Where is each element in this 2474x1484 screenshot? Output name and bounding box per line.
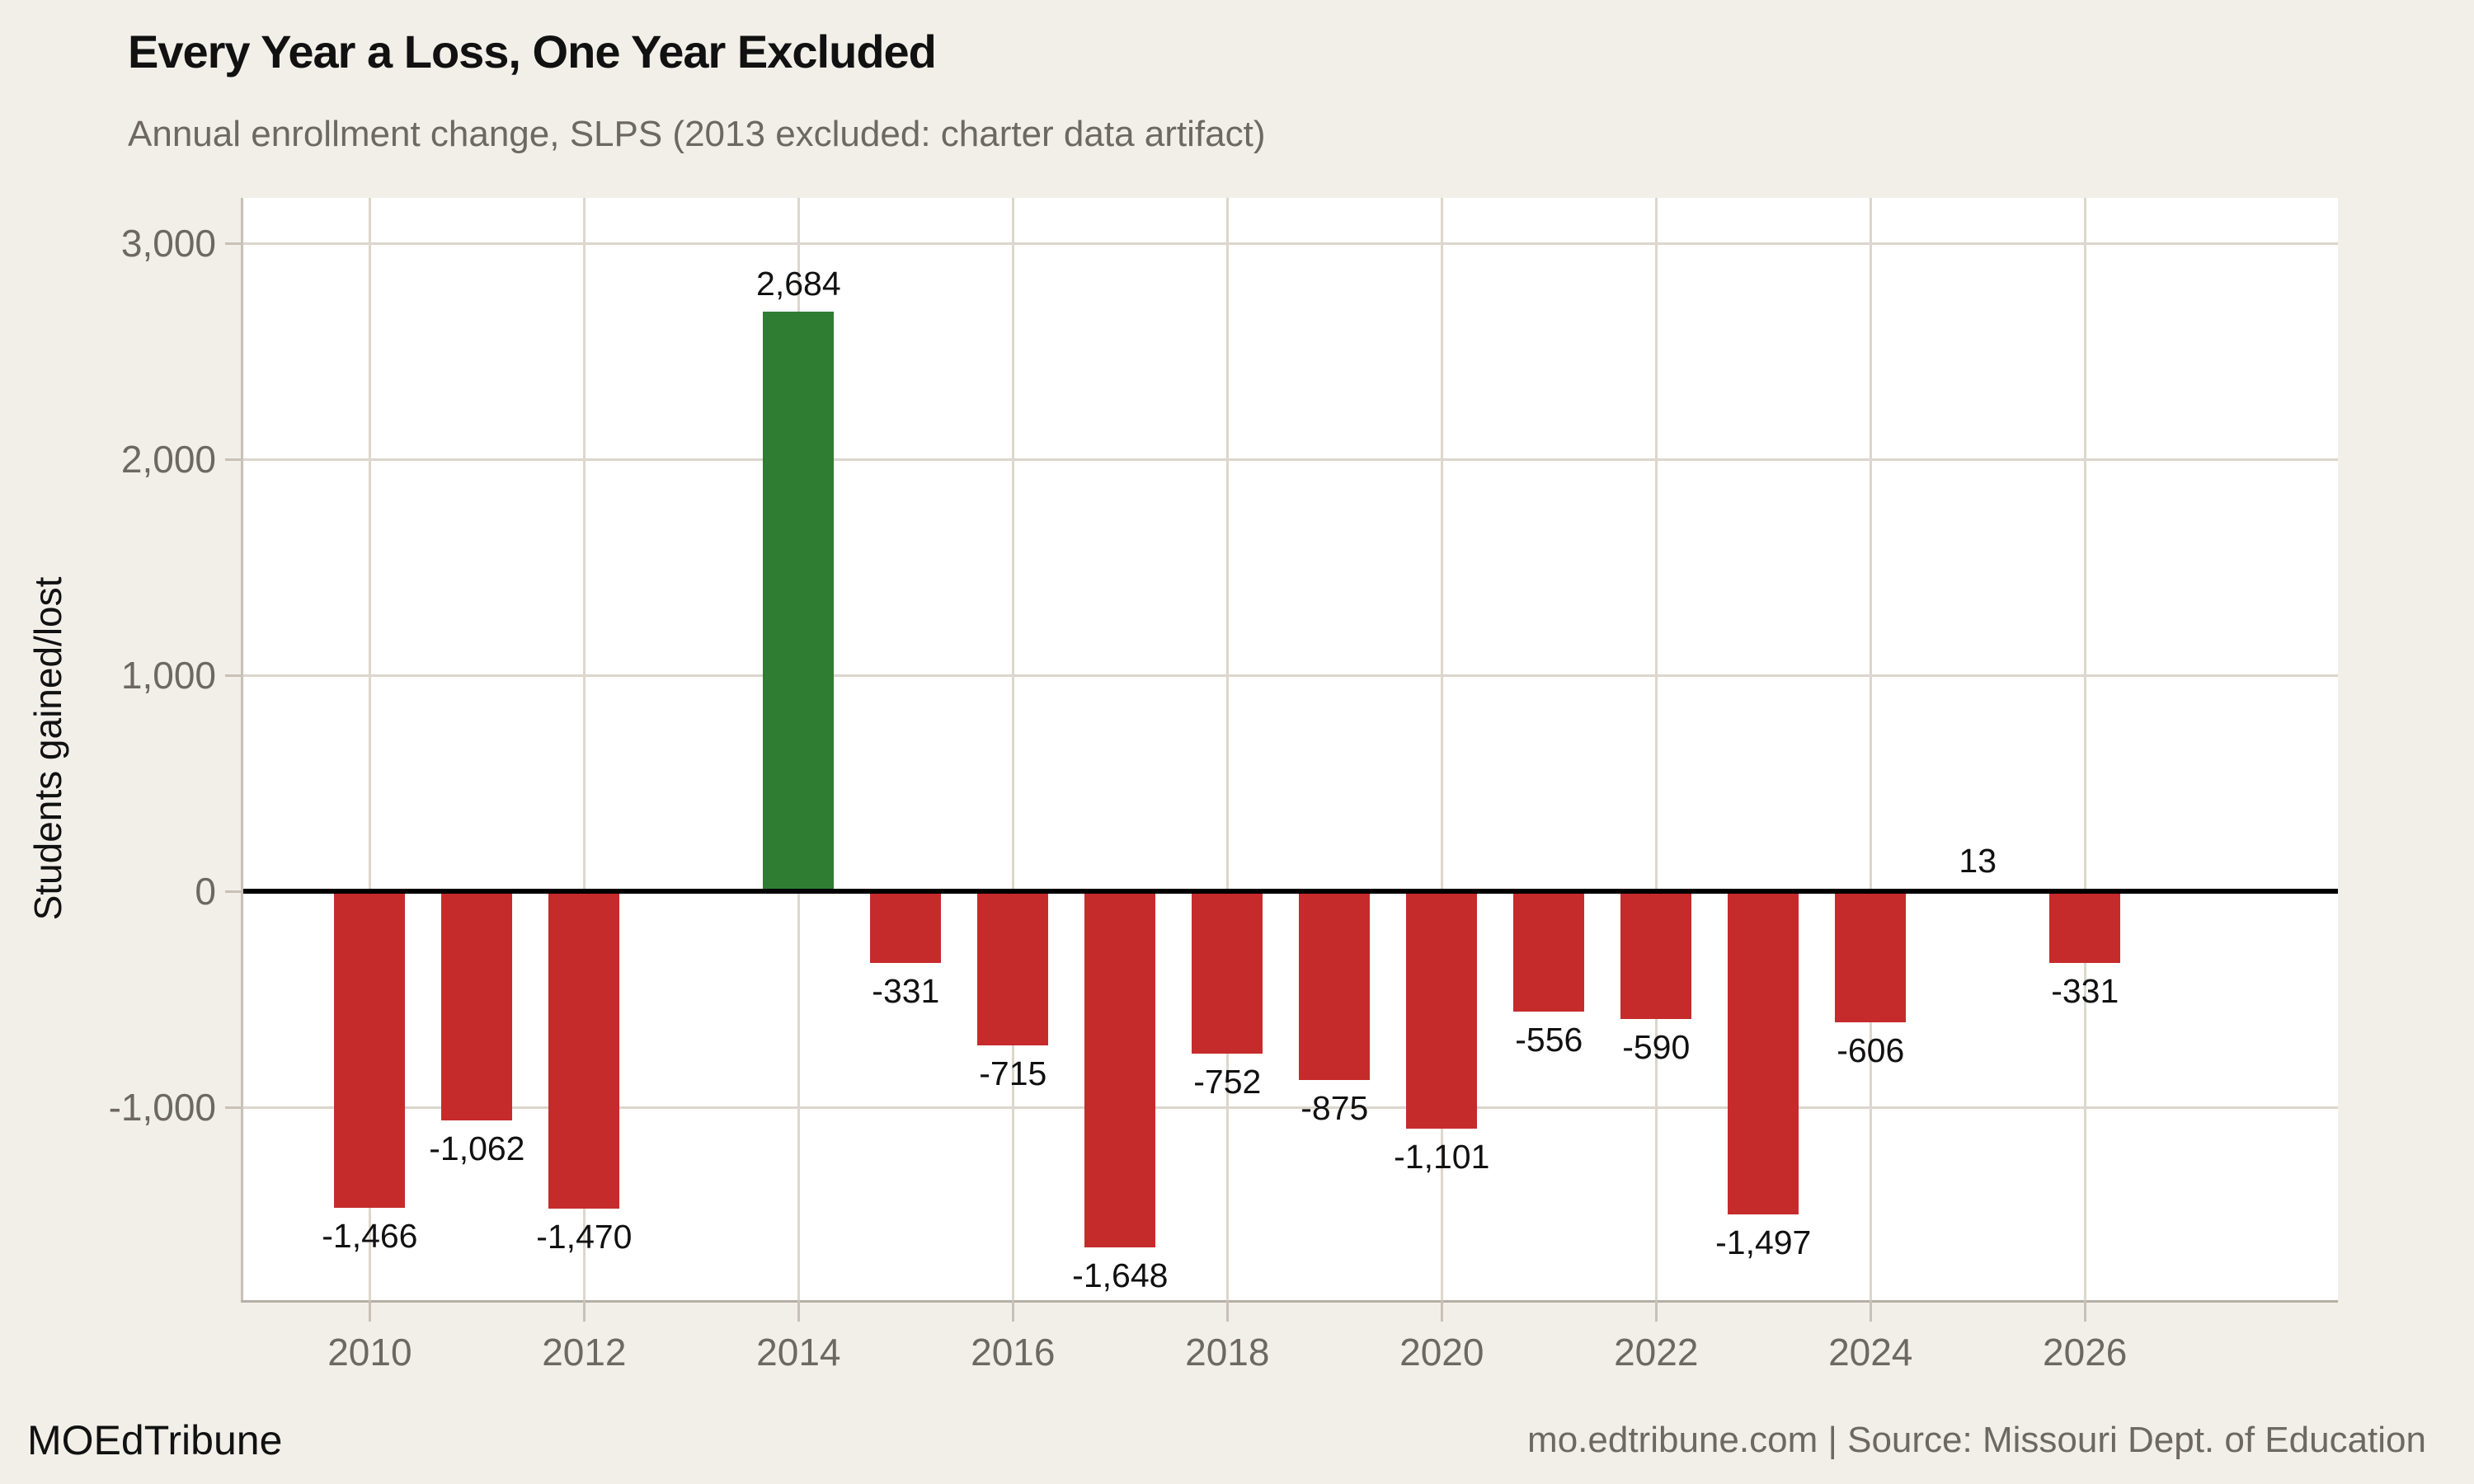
y-axis-line	[241, 198, 243, 1300]
y-tick-2000	[225, 458, 243, 461]
plot-area	[225, 198, 2338, 1322]
x-tick-2016	[1011, 1300, 1014, 1322]
bar-2018	[1192, 891, 1263, 1054]
x-gridline-2010	[368, 198, 371, 1300]
y-tick-0	[225, 890, 243, 893]
y-tick-1000	[225, 674, 243, 677]
bar-value-label-2021: -556	[1515, 1020, 1583, 1059]
bar-value-label-2010: -1,466	[322, 1217, 418, 1256]
x-tick-2014	[797, 1300, 800, 1322]
x-tick-label-2022: 2022	[1614, 1331, 1699, 1374]
x-tick-label-2010: 2010	[327, 1331, 412, 1374]
chart-subtitle: Annual enrollment change, SLPS (2013 exc…	[128, 114, 1266, 154]
bar-2026	[2049, 891, 2121, 963]
bar-2019	[1299, 891, 1371, 1081]
bar-2011	[441, 891, 513, 1121]
x-tick-2012	[582, 1300, 586, 1322]
bar-value-label-2023: -1,497	[1715, 1223, 1812, 1262]
x-tick-2010	[368, 1300, 371, 1322]
x-gridline-2018	[1225, 198, 1229, 1300]
bar-value-label-2022: -590	[1622, 1027, 1691, 1066]
bar-2017	[1084, 891, 1156, 1247]
x-tick-label-2024: 2024	[1828, 1331, 1913, 1374]
y-tick-label-3000: 3,000	[120, 222, 216, 265]
footer-brand: MOEdTribune	[27, 1417, 283, 1463]
x-gridline-2022	[1654, 198, 1658, 1300]
x-tick-label-2012: 2012	[542, 1331, 627, 1374]
bar-value-label-2019: -875	[1300, 1089, 1369, 1128]
bar-value-label-2014: 2,684	[756, 264, 841, 303]
y-gridline-2000	[243, 458, 2338, 461]
bar-value-label-2025: 13	[1959, 841, 1997, 880]
bar-value-label-2017: -1,648	[1072, 1256, 1169, 1294]
x-gridline-2024	[1869, 198, 1872, 1300]
y-tick-3000	[225, 242, 243, 245]
y-gridline-1000	[243, 674, 2338, 677]
bar-2012	[548, 891, 620, 1209]
x-tick-2020	[1440, 1300, 1443, 1322]
x-tick-2018	[1225, 1300, 1229, 1322]
bar-2014	[763, 311, 835, 892]
x-gridline-2016	[1011, 198, 1014, 1300]
bar-2024	[1835, 891, 1907, 1022]
bar-2020	[1406, 891, 1478, 1129]
y-tick-label-1000: 1,000	[120, 654, 216, 697]
y-gridline-3000	[243, 242, 2338, 245]
x-tick-label-2026: 2026	[2043, 1331, 2128, 1374]
bar-2015	[870, 891, 942, 963]
zero-line	[243, 889, 2338, 895]
bar-value-label-2026: -331	[2051, 971, 2119, 1010]
bar-value-label-2012: -1,470	[536, 1218, 633, 1256]
bar-2016	[977, 891, 1049, 1046]
x-tick-2022	[1654, 1300, 1658, 1322]
y-tick--1000	[225, 1106, 243, 1109]
x-gridline-2020	[1440, 198, 1443, 1300]
bar-value-label-2018: -752	[1193, 1063, 1262, 1101]
x-axis-line	[241, 1300, 2338, 1303]
x-tick-2026	[2083, 1300, 2086, 1322]
footer-source: mo.edtribune.com | Source: Missouri Dept…	[1527, 1420, 2426, 1460]
x-tick-2024	[1869, 1300, 1872, 1322]
y-tick-label-0: 0	[195, 870, 216, 913]
y-tick-label--1000: -1,000	[108, 1086, 216, 1129]
bar-2022	[1620, 891, 1692, 1019]
bar-value-label-2016: -715	[979, 1054, 1047, 1093]
chart-title: Every Year a Loss, One Year Excluded	[128, 26, 937, 77]
x-tick-label-2016: 2016	[971, 1331, 1056, 1374]
bar-value-label-2011: -1,062	[429, 1129, 525, 1168]
y-gridline--1000	[243, 1106, 2338, 1109]
bar-2021	[1513, 891, 1585, 1012]
x-gridline-2026	[2083, 198, 2086, 1300]
x-tick-label-2014: 2014	[756, 1331, 841, 1374]
y-tick-label-2000: 2,000	[120, 438, 216, 481]
x-tick-label-2020: 2020	[1399, 1331, 1484, 1374]
bar-value-label-2020: -1,101	[1394, 1138, 1490, 1176]
bar-2023	[1728, 891, 1799, 1215]
x-gridline-2012	[582, 198, 586, 1300]
bar-2010	[334, 891, 406, 1209]
bar-value-label-2024: -606	[1837, 1031, 1905, 1069]
bar-value-label-2015: -331	[872, 971, 940, 1010]
x-tick-label-2018: 2018	[1185, 1331, 1270, 1374]
